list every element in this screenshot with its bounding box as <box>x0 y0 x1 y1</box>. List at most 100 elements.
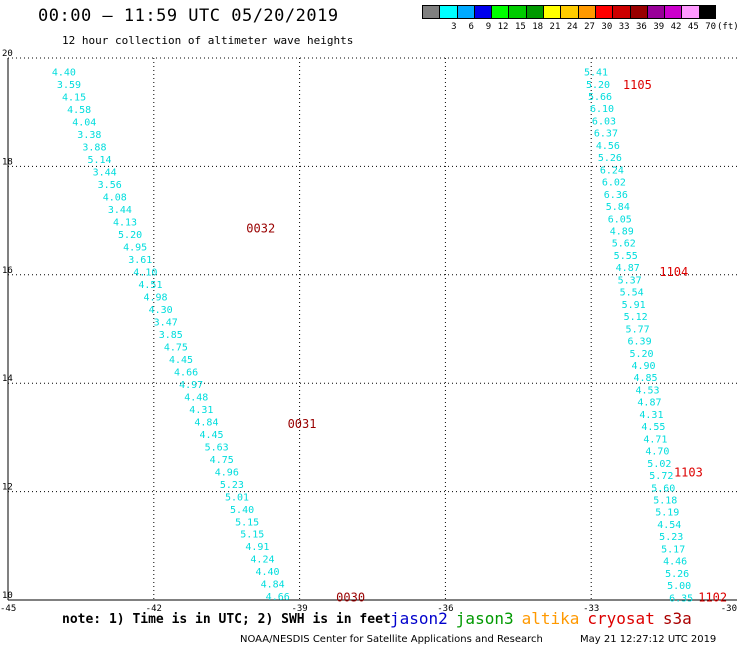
wave-height-label: 6.24 <box>600 165 624 176</box>
wave-height-label: 6.10 <box>590 104 614 115</box>
legend-label: 70 <box>705 22 717 32</box>
wave-height-label: 4.66 <box>174 367 198 378</box>
wave-height-label: 5.15 <box>235 517 259 528</box>
wave-height-label: 4.70 <box>645 447 669 458</box>
wave-height-label: 5.17 <box>661 544 685 555</box>
legend-swatch <box>594 5 613 19</box>
page-title: 00:00 – 11:59 UTC 05/20/2019 <box>38 6 339 26</box>
legend-swatches <box>422 5 717 19</box>
wave-height-label: 4.40 <box>256 567 280 578</box>
time-label: 0031 <box>288 417 317 431</box>
wave-height-label: 5.02 <box>647 459 671 470</box>
legend-swatch <box>664 5 682 19</box>
legend-label: 27 <box>584 22 595 32</box>
credit-line: NOAA/NESDIS Center for Satellite Applica… <box>240 634 543 645</box>
wave-height-label: 4.97 <box>179 380 203 391</box>
wave-height-label: 4.66 <box>266 592 290 603</box>
wave-height-label: 4.48 <box>184 392 208 403</box>
wave-height-label: 4.51 <box>138 280 162 291</box>
legend-swatch <box>681 5 699 19</box>
x-tick-label: -36 <box>437 604 453 614</box>
y-tick-label: 18 <box>2 157 13 167</box>
wave-height-label: 4.31 <box>639 410 663 421</box>
wave-height-label: 4.75 <box>210 455 234 466</box>
wave-height-label: 4.85 <box>633 373 657 384</box>
satellite-label: s3a <box>662 609 692 628</box>
legend-label: 3 <box>451 22 457 32</box>
wave-height-label: 6.39 <box>628 337 652 348</box>
legend-swatch <box>646 5 665 19</box>
wave-height-label: 4.75 <box>164 342 188 353</box>
legend-label: 9 <box>485 22 492 32</box>
footnote: note: 1) Time is in UTC; 2) SWH is in fe… <box>62 612 391 627</box>
wave-height-label: 4.58 <box>67 105 91 116</box>
x-tick-label: -39 <box>291 604 307 614</box>
wave-height-label: 5.55 <box>614 251 638 262</box>
x-tick-label: -33 <box>583 604 599 614</box>
legend-swatch <box>698 5 717 19</box>
satellite-label: altika <box>521 609 580 628</box>
wave-height-label: 4.54 <box>657 520 681 531</box>
wave-height-label: 5.19 <box>655 508 679 519</box>
satellite-label: jason3 <box>455 609 514 628</box>
wave-height-label: 4.89 <box>610 226 634 237</box>
time-label: 1104 <box>659 265 688 279</box>
wave-height-label: 5.01 <box>225 492 249 503</box>
legend-labels: 3 6 9 12 15 18 21 24 27 30 33 36 39 42 45 70 <box>422 22 716 32</box>
legend-label: 24 <box>566 22 578 32</box>
wave-height-label: 4.84 <box>261 580 285 591</box>
wave-height-label: 5.41 <box>584 68 608 79</box>
y-tick-label: 14 <box>2 374 13 384</box>
time-label: 1103 <box>674 466 703 480</box>
time-label: 1102 <box>698 590 727 604</box>
wave-height-label: 6.36 <box>604 190 628 201</box>
legend-label: 36 <box>636 22 647 32</box>
legend-label: 42 <box>670 22 682 32</box>
wave-height-label: 6.05 <box>608 214 632 225</box>
wave-height-label: 3.85 <box>159 330 183 341</box>
y-tick-label: 20 <box>2 49 13 59</box>
legend-label: 45 <box>687 22 699 32</box>
wave-height-label: 4.53 <box>635 385 659 396</box>
wave-height-label: 5.20 <box>118 230 142 241</box>
legend-swatch <box>473 5 492 19</box>
wave-height-label: 3.38 <box>77 130 101 141</box>
legend-swatch <box>439 5 457 19</box>
legend-label: 6 <box>468 22 474 32</box>
wave-height-label: 4.24 <box>250 555 274 566</box>
satellite-label: cryosat <box>587 609 655 628</box>
legend-swatch <box>629 5 647 19</box>
wave-height-label: 5.20 <box>630 349 654 360</box>
legend-swatch <box>491 5 509 19</box>
wave-height-label: 5.84 <box>606 202 630 213</box>
wave-height-label: 4.40 <box>52 68 76 79</box>
wave-height-label: 5.26 <box>665 569 689 580</box>
legend-label: 39 <box>653 22 665 32</box>
legend-swatch <box>577 5 595 19</box>
wave-height-label: 4.45 <box>169 355 193 366</box>
wave-height-label: 5.66 <box>588 92 612 103</box>
wave-height-label: 5.91 <box>622 300 646 311</box>
legend-label: 18 <box>532 22 544 32</box>
wave-height-label: 3.88 <box>82 143 106 154</box>
wave-height-label: 4.08 <box>103 192 127 203</box>
wave-height-label: 4.90 <box>631 361 655 372</box>
page-subtitle: 12 hour collection of altimeter wave hei… <box>62 34 354 47</box>
wave-height-label: 5.00 <box>667 581 691 592</box>
wave-height-label: 5.14 <box>87 155 111 166</box>
wave-height-label: 5.15 <box>240 530 264 541</box>
legend-label: 30 <box>601 22 613 32</box>
wave-height-label: 4.56 <box>596 141 620 152</box>
wave-height-label: 6.37 <box>594 129 618 140</box>
legend-label: 21 <box>549 22 561 32</box>
satellite-label: jason2 <box>390 609 448 628</box>
wave-height-label: 5.12 <box>624 312 648 323</box>
wave-height-label: 5.37 <box>618 275 642 286</box>
legend-label: 33 <box>618 22 630 32</box>
wave-height-label: 4.71 <box>643 434 667 445</box>
wave-height-label: 6.02 <box>602 178 626 189</box>
legend-swatch <box>508 5 526 19</box>
y-tick-label: 10 <box>2 591 13 601</box>
x-tick-label: -30 <box>721 604 737 614</box>
